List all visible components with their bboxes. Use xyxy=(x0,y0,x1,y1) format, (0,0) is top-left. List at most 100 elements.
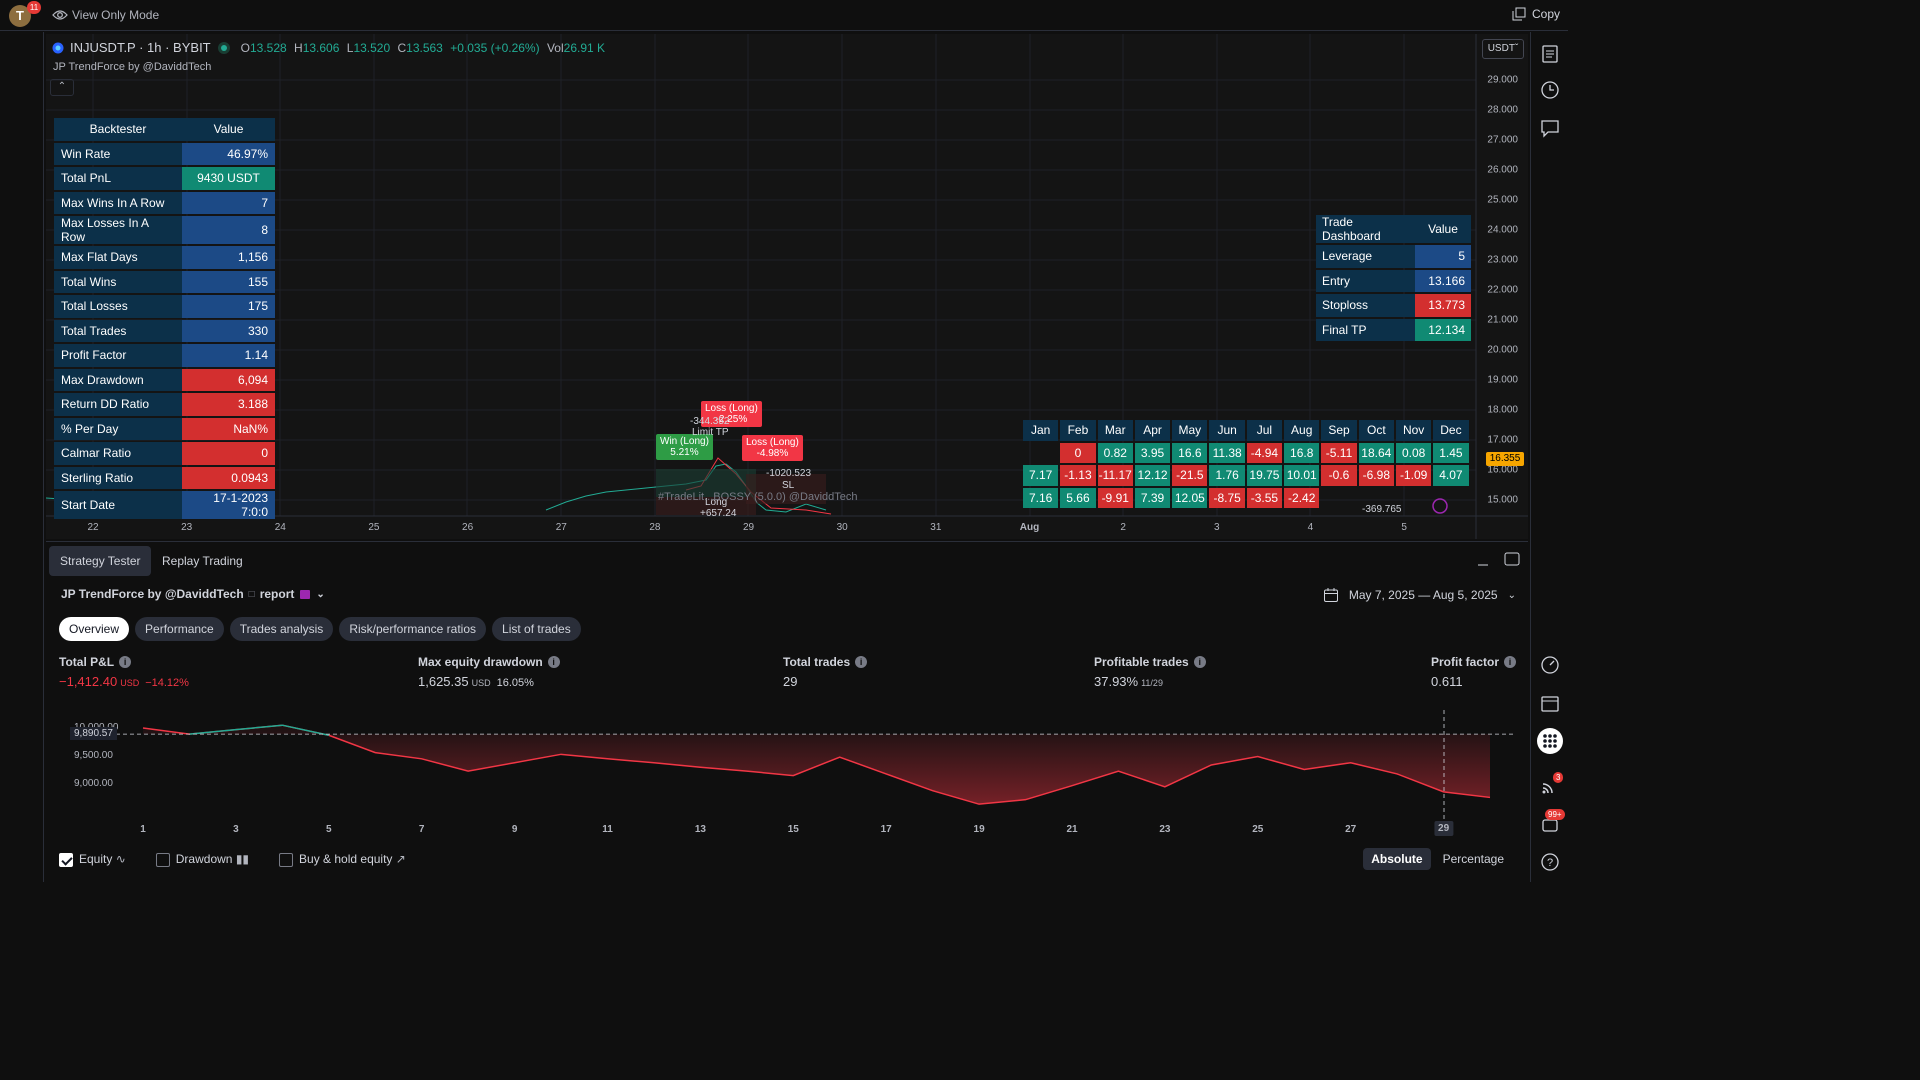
month-cell: 3.95 xyxy=(1134,442,1171,463)
equity-x-tick: 27 xyxy=(1345,824,1357,835)
copy-button[interactable]: Copy xyxy=(1512,7,1560,21)
calendar-icon[interactable] xyxy=(1540,693,1560,713)
notification-icon[interactable] xyxy=(1540,814,1560,834)
month-cell xyxy=(1433,488,1468,509)
apps-grid-icon[interactable] xyxy=(1537,728,1563,754)
svg-text:?: ? xyxy=(1547,857,1553,869)
time-tick: 23 xyxy=(181,522,193,533)
equity-area xyxy=(143,725,1490,805)
info-icon[interactable]: i xyxy=(855,656,868,668)
metric-total-pnl: Total P&L i −1,412.40 USD −14.12% xyxy=(59,655,189,689)
month-cell: 10.01 xyxy=(1284,465,1320,486)
date-range-selector[interactable]: May 7, 2025 — Aug 5, 2025 ⌄ xyxy=(1323,587,1516,603)
tab-risk-performance-ratios[interactable]: Risk/performance ratios xyxy=(339,617,487,641)
equity-x-tick: 13 xyxy=(694,824,706,835)
copy-label: Copy xyxy=(1531,7,1560,21)
minimize-icon[interactable] xyxy=(1476,554,1490,568)
month-cell: 1.76 xyxy=(1209,465,1245,486)
percentage-toggle[interactable]: Percentage xyxy=(1442,852,1504,866)
feed-icon[interactable] xyxy=(1540,776,1560,796)
tab-overview[interactable]: Overview xyxy=(59,617,130,641)
metric-total-trades: Total trades i 29 xyxy=(783,655,868,689)
time-tick: 22 xyxy=(87,522,99,533)
month-cell: -1.09 xyxy=(1395,465,1432,486)
month-cell: 0 xyxy=(1060,442,1096,463)
monthly-returns-table: Jan Feb Mar Apr May Jun Jul Aug Sep Oct Nov Dec 0 0.8… xyxy=(1021,418,1471,510)
copy-icon xyxy=(1512,7,1526,21)
time-tick: 26 xyxy=(462,522,474,533)
month-cell: 7.17 xyxy=(1023,465,1059,486)
symbol-label[interactable]: INJUSDT.P · 1h · BYBIT xyxy=(70,40,211,55)
info-icon[interactable]: i xyxy=(1504,656,1517,668)
pnl-label: -369.765 xyxy=(1362,504,1402,515)
equity-x-tick: 17 xyxy=(880,824,892,835)
price-tick: 16.000 xyxy=(1487,464,1518,476)
equity-checkbox[interactable]: Equity ∿ xyxy=(59,852,126,867)
tab-replay-trading[interactable]: Replay Trading xyxy=(162,554,243,568)
price-chart[interactable]: INJUSDT.P · 1h · BYBIT O13.528 H13.606 L… xyxy=(46,34,1528,539)
alert-clock-icon[interactable] xyxy=(1540,80,1560,100)
month-cell: -11.17 xyxy=(1097,465,1133,486)
month-cell: -21.5 xyxy=(1172,465,1208,486)
month-header: Nov xyxy=(1395,420,1432,441)
time-tick: 2 xyxy=(1120,522,1126,533)
watermark-text: #TradeLit...BOSSY (5.0.0) @DaviddTech xyxy=(658,491,858,503)
info-icon[interactable]: i xyxy=(1193,656,1206,668)
speedometer-icon[interactable] xyxy=(1540,655,1560,675)
market-status-icon xyxy=(217,41,230,54)
equity-x-tick: 7 xyxy=(418,824,425,835)
eye-icon xyxy=(52,10,68,20)
maximize-icon[interactable] xyxy=(1504,552,1520,566)
table-row: 7.17 -1.13 -11.17 12.12 -21.5 1.76 19.75 10.01-… xyxy=(1023,465,1469,486)
tab-list-of-trades[interactable]: List of trades xyxy=(492,617,581,641)
indicator-name[interactable]: JP TrendForce by @DaviddTech xyxy=(53,61,212,73)
equity-line-icon: ∿ xyxy=(115,852,126,866)
month-header: Oct xyxy=(1358,420,1394,441)
tab-trades-analysis[interactable]: Trades analysis xyxy=(229,617,334,641)
month-cell xyxy=(1321,488,1356,509)
month-header: Apr xyxy=(1134,420,1171,441)
month-cell: 7.39 xyxy=(1134,487,1171,508)
tab-strategy-tester[interactable]: Strategy Tester xyxy=(49,546,152,576)
collapse-indicators-button[interactable]: ⌃ xyxy=(50,79,74,96)
user-avatar[interactable]: T xyxy=(9,5,31,27)
table-row: Max Flat Days 1,156 xyxy=(54,246,275,269)
table-row: Total Trades 330 xyxy=(54,319,275,342)
help-icon[interactable]: ? xyxy=(1540,852,1560,872)
tab-performance[interactable]: Performance xyxy=(135,617,224,641)
loss-label: Loss (Long) -4.98% xyxy=(742,435,803,461)
avatar-badge: 11 xyxy=(27,1,41,14)
metric-profitable-trades: Profitable trades i 37.93% 11/29 xyxy=(1094,655,1206,689)
table-row: 0 0.82 3.95 16.6 11.38 -4.94 16.8 -5.11 18.64 0.0… xyxy=(1023,442,1469,464)
drawdown-checkbox[interactable]: Drawdown ▮▮ xyxy=(155,852,249,867)
time-tick: 25 xyxy=(368,522,380,533)
view-only-mode[interactable]: View Only Mode xyxy=(52,8,159,22)
info-icon[interactable]: i xyxy=(547,656,560,668)
time-tick: 5 xyxy=(1401,522,1407,533)
view-mode-label: View Only Mode xyxy=(72,8,160,22)
month-cell xyxy=(1023,443,1058,464)
price-tick: 17.000 xyxy=(1487,434,1518,446)
month-cell xyxy=(1396,488,1431,509)
month-cell: 0.82 xyxy=(1097,442,1133,463)
currency-selector[interactable]: USDTˇ xyxy=(1482,39,1524,59)
equity-x-tick: 3 xyxy=(233,824,239,835)
month-cell xyxy=(1359,488,1394,509)
chat-icon[interactable] xyxy=(1540,118,1560,138)
info-icon[interactable]: i xyxy=(119,656,132,668)
absolute-toggle[interactable]: Absolute xyxy=(1363,848,1431,870)
price-tick: 28.000 xyxy=(1487,104,1518,116)
watchlist-icon[interactable] xyxy=(1540,44,1560,64)
equity-chart[interactable]: 10,000.009,500.009,000.009,890.57 xyxy=(46,710,1528,850)
table-row: Total PnL 9430 USDT xyxy=(54,167,275,190)
table-row: Sterling Ratio 0.0943 xyxy=(54,466,275,489)
limit-tp-label: Limit TP xyxy=(692,427,729,438)
table-row: Final TP 12.134 xyxy=(1316,318,1471,341)
buy-hold-checkbox[interactable]: Buy & hold equity ↗ xyxy=(279,852,406,867)
sl-label: SL xyxy=(782,480,795,491)
left-toolbar xyxy=(0,32,44,882)
month-cell: 19.75 xyxy=(1246,465,1283,486)
ohlc-values: O13.528 H13.606 L13.520 C13.563 +0.035 (… xyxy=(240,40,606,55)
win-label: Win (Long) 5.21% xyxy=(656,434,713,460)
strategy-title[interactable]: JP TrendForce by @DaviddTech □ report ⌄ xyxy=(61,587,325,601)
